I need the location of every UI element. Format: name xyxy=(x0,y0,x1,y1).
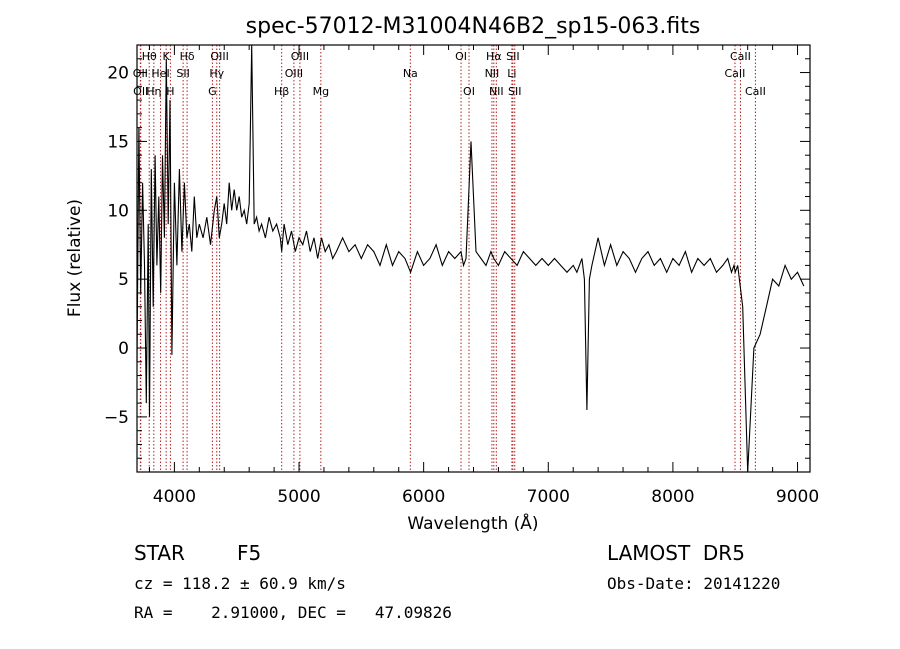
object-class: STAR xyxy=(134,541,185,565)
line-label: G xyxy=(208,85,217,98)
x-tick-label: 4000 xyxy=(153,487,196,507)
line-label: SII xyxy=(506,50,519,63)
line-label: Hβ xyxy=(274,85,289,98)
line-label: OI xyxy=(455,50,467,63)
object-subclass: F5 xyxy=(237,541,262,565)
y-axis-label: Flux (relative) xyxy=(65,199,85,317)
line-label: OIII xyxy=(291,50,309,63)
emission-line-markers xyxy=(139,45,756,472)
spectrum-line xyxy=(136,44,805,473)
y-tick-label: 0 xyxy=(118,339,129,359)
x-axis-label: Wavelength (Å) xyxy=(407,512,538,534)
y-axis: −5 0 5 10 15 20 xyxy=(104,44,810,473)
x-tick-label: 9000 xyxy=(776,487,819,507)
line-label: H xyxy=(166,85,174,98)
y-tick-label: 15 xyxy=(107,132,129,152)
line-label: CaII xyxy=(725,67,746,80)
line-label: Hδ xyxy=(180,50,195,63)
line-label: NII xyxy=(489,85,504,98)
line-label: Mg xyxy=(313,85,329,98)
line-label: NII xyxy=(485,67,500,80)
y-tick-label: 20 xyxy=(107,64,129,84)
x-tick-label: 6000 xyxy=(402,487,445,507)
line-label: Hθ xyxy=(142,50,157,63)
line-label: OI xyxy=(463,85,475,98)
observation-date: Obs-Date: 20141220 xyxy=(607,574,781,593)
chart-title: spec-57012-M31004N46B2_sp15-063.fits xyxy=(246,14,701,39)
line-label: K xyxy=(163,50,171,63)
x-tick-label: 7000 xyxy=(527,487,570,507)
y-tick-label: 5 xyxy=(118,270,129,290)
line-label: CaII xyxy=(730,50,751,63)
x-tick-label: 8000 xyxy=(651,487,694,507)
line-label: HeI xyxy=(151,67,169,80)
survey-name: LAMOST DR5 xyxy=(607,541,745,565)
line-label: Na xyxy=(403,67,418,80)
line-label: CaII xyxy=(745,85,766,98)
y-tick-label: −5 xyxy=(104,408,129,428)
line-label: Hγ xyxy=(209,67,224,80)
x-axis: 4000 5000 6000 7000 8000 9000 xyxy=(148,45,819,507)
line-label: SII xyxy=(508,85,521,98)
line-label: Hα xyxy=(486,50,502,63)
line-label: Hη xyxy=(146,85,161,98)
line-label: Li xyxy=(507,67,516,80)
emission-line-labels: Hθ K Hδ OIII OIII OI Hα SII CaII OII HeI SII Hγ OIII N… xyxy=(133,50,766,98)
line-label: OIII xyxy=(210,50,228,63)
plot-frame xyxy=(136,44,811,473)
line-label: OIII xyxy=(285,67,303,80)
x-tick-label: 5000 xyxy=(277,487,320,507)
line-label: OII xyxy=(133,67,148,80)
sky-coordinates: RA = 2.91000, DEC = 47.09826 xyxy=(134,603,452,622)
redshift-velocity: cz = 118.2 ± 60.9 km/s xyxy=(134,574,346,593)
line-label: SII xyxy=(176,67,189,80)
y-tick-label: 10 xyxy=(107,201,129,221)
